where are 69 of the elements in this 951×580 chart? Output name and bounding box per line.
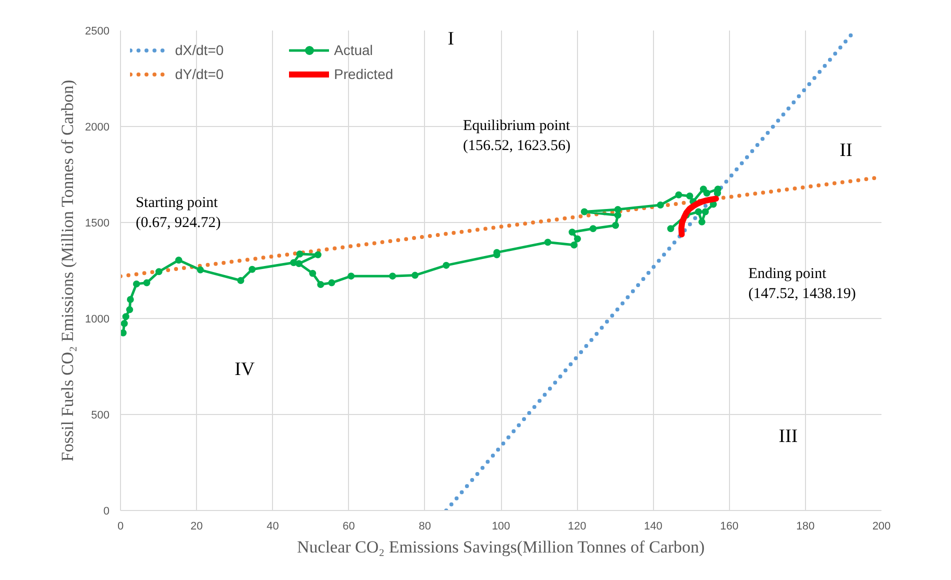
x-tick-label: 100 <box>492 520 510 532</box>
point <box>570 241 578 248</box>
point <box>309 270 316 277</box>
point <box>574 235 581 242</box>
x-tick-label: 180 <box>796 520 815 532</box>
annotation: Equilibrium point (156.52, 1623.56) <box>462 118 571 154</box>
y-tick-label: 2500 <box>85 26 110 38</box>
point <box>580 208 588 216</box>
point <box>568 228 576 236</box>
point <box>126 296 134 303</box>
legend-label: Predicted <box>334 66 394 82</box>
point <box>237 276 244 284</box>
point <box>295 260 302 268</box>
point <box>328 279 336 286</box>
x-tick-label: 160 <box>720 520 738 532</box>
point <box>248 266 256 273</box>
point <box>132 280 140 288</box>
point <box>694 208 702 216</box>
point <box>703 190 710 197</box>
x-tick-label: 120 <box>568 520 586 532</box>
annotation: Ending point (147.52, 1438.19) <box>748 266 856 302</box>
y-tick-label: 0 <box>103 506 110 518</box>
point <box>389 272 396 280</box>
x-axis-title: Nuclear CO₂ Emissions Savings(Million Tonnes of Carbon) <box>297 538 705 556</box>
x-tick-label: 40 <box>266 520 279 532</box>
point <box>155 268 162 276</box>
y-tick-label: 1000 <box>85 314 110 326</box>
point <box>122 313 130 320</box>
x-tick-label: 20 <box>190 520 203 532</box>
point <box>675 191 682 198</box>
x-tick-label: 0 <box>117 520 124 532</box>
y-tick-label: 1500 <box>85 218 110 230</box>
point <box>317 281 324 288</box>
legend-label: dY/dt=0 <box>175 66 225 82</box>
point <box>196 266 204 274</box>
point <box>656 202 664 209</box>
legend-label: dX/dt=0 <box>175 42 225 58</box>
annotation: III <box>778 426 798 448</box>
point <box>296 250 304 258</box>
point <box>126 306 134 314</box>
point <box>614 206 622 213</box>
point <box>442 262 450 269</box>
y-tick-label: 2000 <box>85 122 110 134</box>
point <box>702 208 709 216</box>
point <box>612 222 620 229</box>
point <box>120 320 128 327</box>
point <box>667 225 674 232</box>
annotation: II <box>840 140 852 162</box>
annotation: Starting point (0.67, 924.72) <box>136 194 221 231</box>
legend-label: Actual <box>334 42 374 58</box>
x-tick-label: 80 <box>418 520 432 532</box>
point <box>175 256 182 264</box>
point <box>590 225 597 232</box>
y-tick-label: 500 <box>91 410 110 422</box>
y-axis-title: Fossil Fuels CO₂ Emissions (Million Tonnes of Carbon) <box>58 80 78 462</box>
point <box>348 272 355 280</box>
x-tick-label: 140 <box>644 520 662 532</box>
x-tick-label: 60 <box>342 520 355 532</box>
point <box>686 192 694 200</box>
point <box>412 272 419 279</box>
annotation: IV <box>234 358 255 380</box>
point <box>120 329 127 336</box>
point <box>614 212 622 219</box>
point <box>314 251 322 258</box>
point <box>143 279 150 286</box>
x-tick-label: 200 <box>872 520 891 532</box>
point <box>698 218 706 226</box>
point <box>544 238 552 246</box>
annotation: I <box>448 28 454 50</box>
